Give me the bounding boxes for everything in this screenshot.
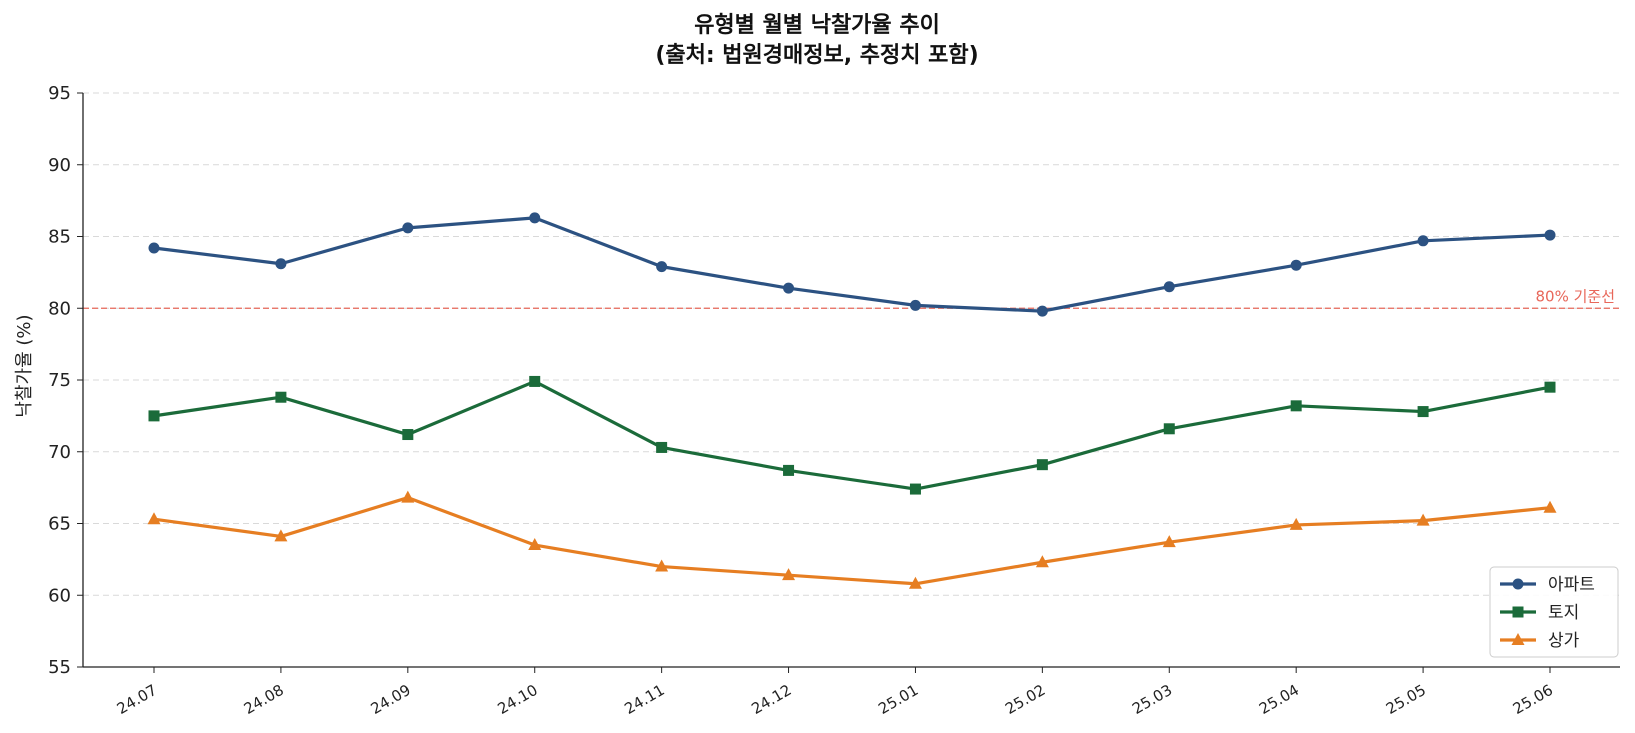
series-line bbox=[152, 216, 1552, 313]
legend-item: 아파트 bbox=[1500, 575, 1595, 595]
data-point bbox=[1290, 400, 1302, 412]
data-point bbox=[656, 441, 668, 453]
series-3 bbox=[147, 490, 1557, 589]
series-line bbox=[152, 379, 1552, 491]
data-point bbox=[528, 538, 542, 551]
x-tick-label: 25.03 bbox=[1129, 681, 1175, 718]
y-tick-label: 60 bbox=[48, 585, 71, 606]
data-point bbox=[1544, 229, 1556, 241]
data-point bbox=[1416, 513, 1430, 526]
legend-box bbox=[1489, 566, 1619, 658]
data-point bbox=[909, 483, 921, 495]
y-axis-label: 낙찰가율 (%) bbox=[14, 314, 35, 417]
y-tick-label: 90 bbox=[48, 155, 71, 176]
data-point bbox=[148, 242, 160, 254]
y-tick-label: 65 bbox=[48, 514, 71, 535]
data-point bbox=[783, 464, 795, 476]
y-tick-label: 95 bbox=[48, 83, 71, 104]
axes-layer: 55 60 65 70 75 80 85 90 95 24.07 24.08 24.09 24.10 24… bbox=[48, 83, 1620, 718]
legend-item: 토지 bbox=[1500, 603, 1579, 623]
series-2 bbox=[148, 375, 1556, 495]
data-point bbox=[402, 222, 414, 234]
chart-title: 유형별 월별 낙찰가율 추이 bbox=[694, 13, 940, 38]
data-point bbox=[1289, 517, 1303, 530]
x-tick-label: 25.04 bbox=[1256, 681, 1302, 718]
data-point bbox=[275, 258, 287, 270]
chart-subtitle: (출처: 법원경매정보, 추정치 포함) bbox=[655, 43, 978, 68]
data-point bbox=[275, 391, 287, 403]
y-tick-label: 75 bbox=[48, 370, 71, 391]
x-tick-label: 25.02 bbox=[1002, 681, 1048, 718]
data-point bbox=[147, 512, 161, 525]
x-tick-label: 25.06 bbox=[1510, 681, 1556, 718]
data-point bbox=[401, 490, 415, 503]
x-tick-label: 24.12 bbox=[748, 681, 794, 718]
legend-label: 상가 bbox=[1548, 631, 1580, 651]
series-line bbox=[152, 496, 1552, 586]
legend-marker bbox=[1511, 633, 1525, 645]
data-point bbox=[402, 429, 414, 441]
data-point bbox=[1417, 235, 1429, 247]
data-point bbox=[148, 410, 160, 422]
y-tick-label: 55 bbox=[48, 657, 71, 678]
legend-item: 상가 bbox=[1500, 631, 1580, 651]
reference-line-layer: 80% 기준선 bbox=[83, 287, 1620, 309]
x-tick-label: 24.07 bbox=[114, 681, 160, 718]
grid-layer bbox=[83, 92, 1620, 596]
data-point bbox=[1163, 281, 1175, 293]
data-point bbox=[909, 299, 921, 311]
data-point bbox=[908, 576, 922, 589]
x-tick-label: 24.09 bbox=[368, 681, 414, 718]
data-point bbox=[655, 559, 669, 572]
x-tick-label: 25.05 bbox=[1383, 681, 1429, 718]
legend-marker bbox=[1512, 578, 1524, 590]
data-point bbox=[783, 282, 795, 294]
y-tick-label: 85 bbox=[48, 227, 71, 248]
legend-marker bbox=[1512, 606, 1524, 618]
series-1 bbox=[148, 212, 1556, 317]
data-point bbox=[1036, 459, 1048, 471]
data-point bbox=[656, 261, 668, 273]
x-tick-label: 25.01 bbox=[875, 681, 921, 718]
y-tick-label: 80 bbox=[48, 298, 71, 319]
data-point bbox=[529, 212, 541, 224]
data-point bbox=[1035, 555, 1049, 568]
data-point bbox=[1544, 381, 1556, 393]
legend-label: 아파트 bbox=[1548, 575, 1595, 595]
legend-label: 토지 bbox=[1548, 603, 1579, 623]
data-point bbox=[1162, 535, 1176, 548]
data-point bbox=[1036, 305, 1048, 317]
reference-line-label: 80% 기준선 bbox=[1535, 287, 1615, 305]
data-point bbox=[529, 375, 541, 387]
series-layer bbox=[147, 212, 1557, 589]
data-point bbox=[1163, 423, 1175, 435]
x-tick-label: 24.11 bbox=[621, 681, 667, 718]
data-point bbox=[1417, 406, 1429, 418]
y-tick-label: 70 bbox=[48, 442, 71, 463]
data-point bbox=[274, 529, 288, 542]
data-point bbox=[1543, 500, 1557, 513]
x-tick-label: 24.08 bbox=[241, 681, 287, 718]
data-point bbox=[1290, 259, 1302, 271]
data-point bbox=[782, 568, 796, 581]
x-tick-label: 24.10 bbox=[495, 681, 541, 718]
